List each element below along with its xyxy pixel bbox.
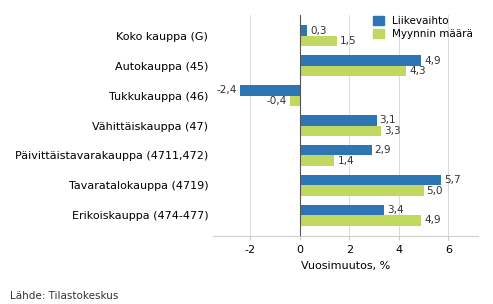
Legend: Liikevaihto, Myynnin määrä: Liikevaihto, Myynnin määrä — [373, 16, 473, 39]
Text: 3,4: 3,4 — [387, 205, 404, 215]
Bar — [300, 26, 307, 36]
Text: 1,5: 1,5 — [340, 36, 356, 46]
Text: Lähde: Tilastokeskus: Lähde: Tilastokeskus — [10, 291, 118, 301]
Bar — [300, 36, 337, 47]
Bar — [241, 85, 300, 96]
Bar — [300, 155, 334, 166]
Bar — [300, 145, 372, 155]
Text: -0,4: -0,4 — [267, 96, 287, 106]
Bar — [300, 175, 441, 185]
Bar — [300, 66, 406, 76]
Bar — [300, 115, 377, 126]
Text: 5,7: 5,7 — [444, 175, 460, 185]
Text: 2,9: 2,9 — [375, 145, 391, 155]
Bar — [300, 185, 423, 196]
Text: 4,9: 4,9 — [424, 56, 441, 66]
X-axis label: Vuosimuutos, %: Vuosimuutos, % — [301, 261, 390, 271]
Text: 4,9: 4,9 — [424, 216, 441, 226]
Text: 0,3: 0,3 — [310, 26, 327, 36]
Bar — [300, 55, 421, 66]
Text: 4,3: 4,3 — [409, 66, 426, 76]
Text: 5,0: 5,0 — [426, 186, 443, 195]
Bar — [300, 205, 384, 215]
Text: 3,1: 3,1 — [380, 115, 396, 125]
Bar — [300, 126, 382, 136]
Text: -2,4: -2,4 — [217, 85, 237, 95]
Text: 3,3: 3,3 — [385, 126, 401, 136]
Bar — [290, 96, 300, 106]
Text: 1,4: 1,4 — [337, 156, 354, 166]
Bar — [300, 215, 421, 226]
